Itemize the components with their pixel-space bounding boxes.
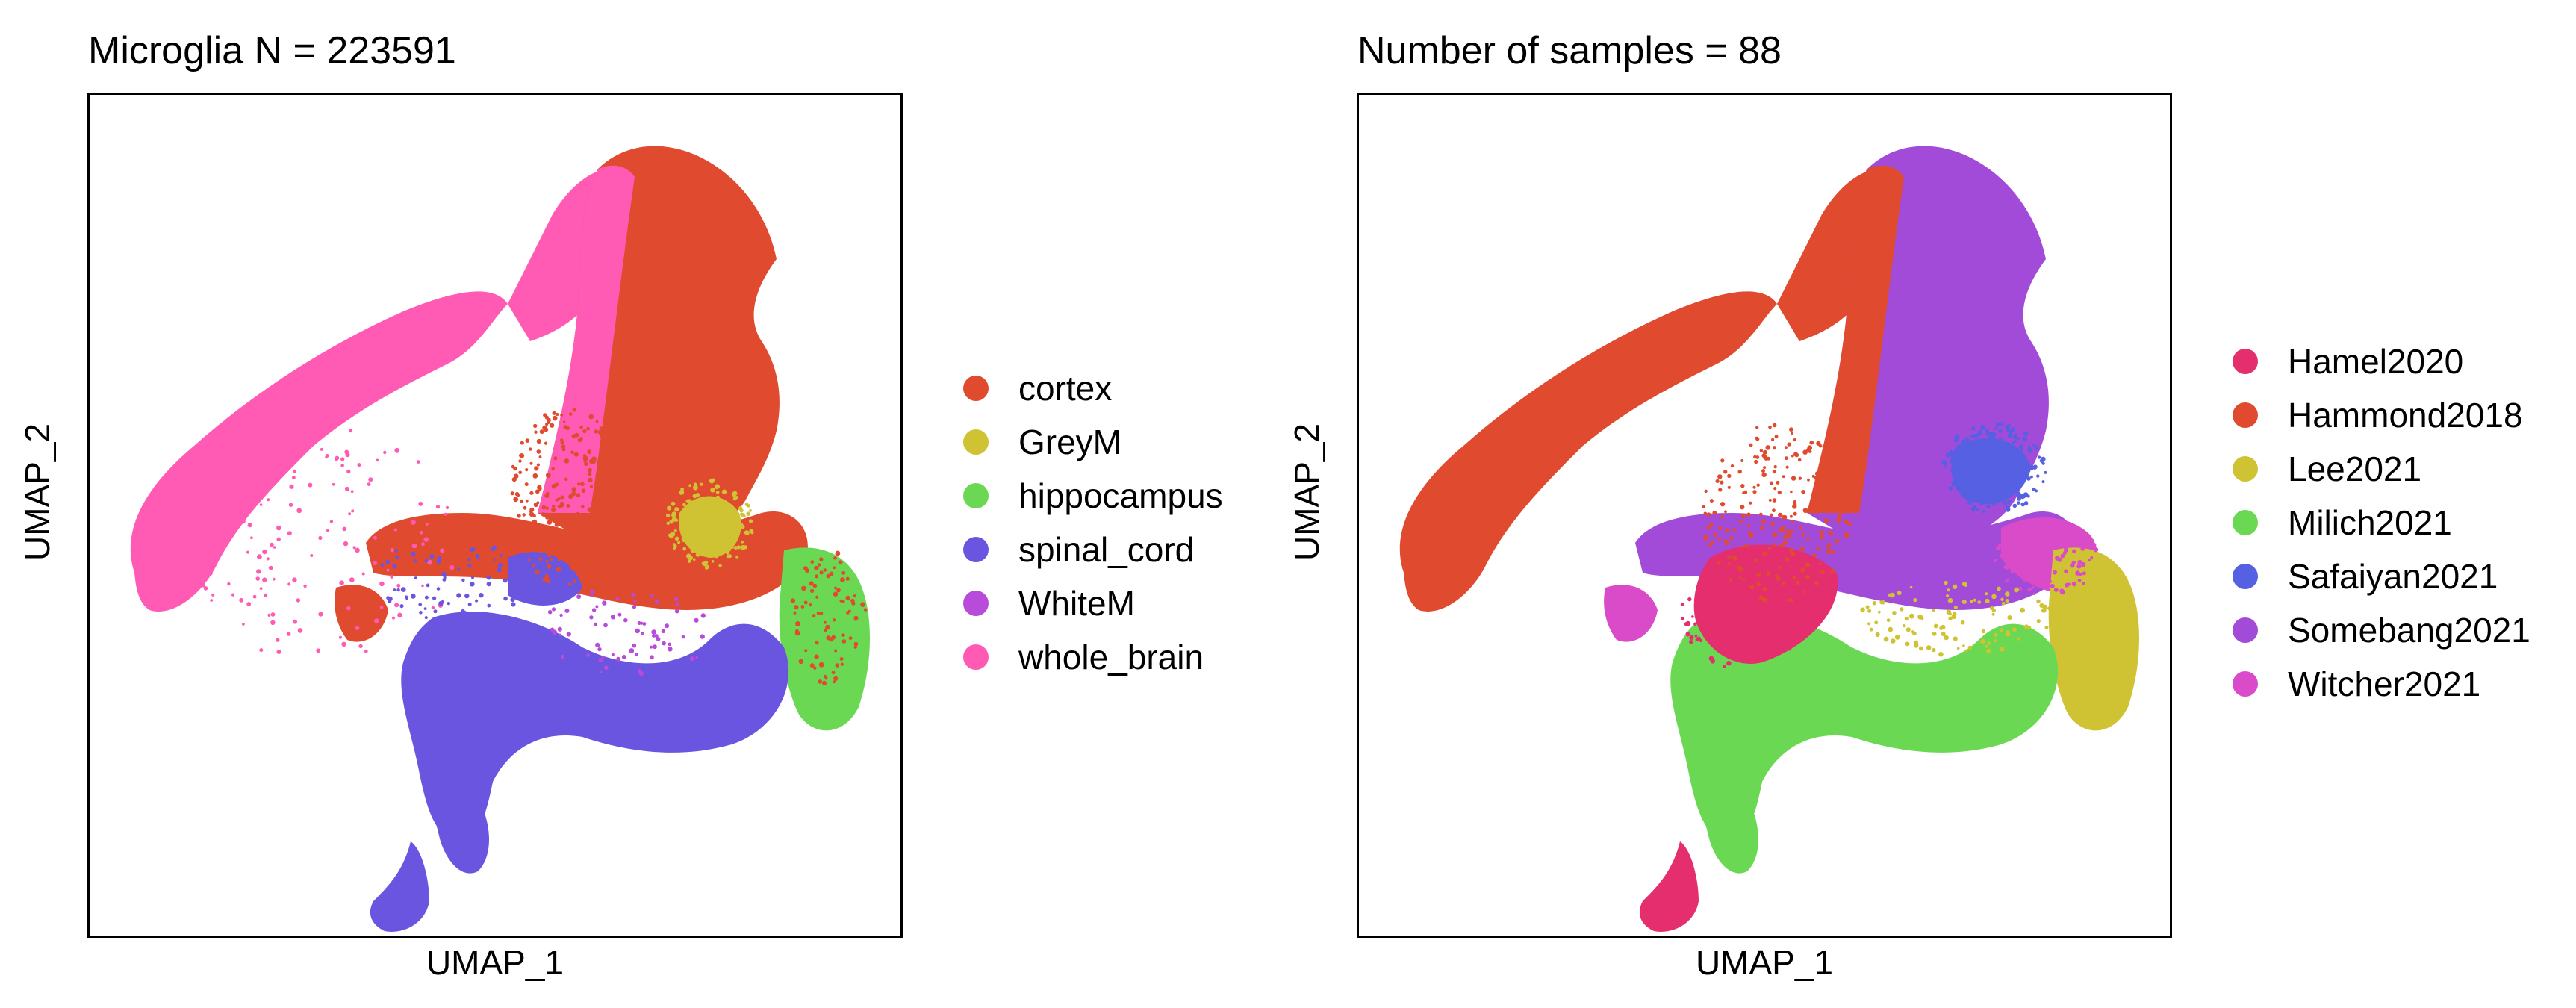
legend-item: WhiteM bbox=[963, 576, 1135, 630]
legend-key-icon bbox=[2233, 510, 2258, 535]
chart-title: Microglia N = 223591 bbox=[88, 29, 456, 72]
legend-key-icon bbox=[963, 644, 989, 670]
y-axis-label: UMAP_2 bbox=[18, 423, 57, 561]
legend-item: Witcher2021 bbox=[2233, 657, 2480, 711]
legend-key-icon bbox=[963, 591, 989, 616]
cluster-spinal-cord-tail bbox=[418, 737, 489, 874]
umap-scatter bbox=[130, 146, 870, 932]
legend-key-icon bbox=[2233, 617, 2258, 643]
legend-key-icon bbox=[2233, 671, 2258, 697]
cluster-gap bbox=[477, 399, 538, 474]
cluster-cortex-left bbox=[335, 585, 388, 642]
cluster-hamel-island bbox=[1639, 841, 1699, 932]
cluster-hammond-overlap bbox=[1807, 165, 1904, 513]
plot-area bbox=[87, 93, 903, 938]
legend-item: Milich2021 bbox=[2233, 496, 2452, 550]
cluster-spinal-cord-island bbox=[370, 841, 429, 932]
legend-label: spinal_cord bbox=[1018, 530, 1195, 569]
legend-key-icon bbox=[963, 483, 989, 508]
legend-label: Safaiyan2021 bbox=[2288, 557, 2498, 596]
whitem-points bbox=[547, 589, 706, 676]
legend-key-icon bbox=[2233, 456, 2258, 482]
cluster-safaiyan bbox=[1951, 438, 2031, 504]
cluster-hippocampus bbox=[779, 547, 870, 731]
chart-panel-samples: Number of samples = 88 UMAP_1 UMAP_2 Ham… bbox=[1287, 0, 2576, 1008]
legend-key-icon bbox=[2233, 564, 2258, 589]
legend-label: WhiteM bbox=[1018, 584, 1135, 623]
legend-label: Hamel2020 bbox=[2288, 342, 2464, 381]
whole-brain-points bbox=[169, 426, 455, 654]
legend-item: cortex bbox=[963, 361, 1112, 415]
legend-item: Hammond2018 bbox=[2233, 388, 2523, 442]
cluster-milich-tail bbox=[1687, 737, 1758, 874]
cluster-hammond-arm bbox=[1399, 291, 1777, 612]
witcher-points bbox=[1993, 520, 2099, 595]
legend-item: spinal_cord bbox=[963, 523, 1194, 576]
x-axis-label: UMAP_1 bbox=[426, 943, 564, 982]
legend-item: GreyM bbox=[963, 415, 1121, 469]
legend-label: Hammond2018 bbox=[2288, 396, 2523, 435]
y-axis-label: UMAP_2 bbox=[1287, 423, 1326, 561]
cluster-witcher-left bbox=[1604, 585, 1658, 642]
legend-item: Lee2021 bbox=[2233, 442, 2421, 496]
x-axis-label: UMAP_1 bbox=[1695, 943, 1834, 982]
legend-key-icon bbox=[2233, 402, 2258, 428]
legend-label: Lee2021 bbox=[2288, 449, 2422, 488]
cortex-points bbox=[510, 407, 629, 586]
legend-label: hippocampus bbox=[1018, 476, 1223, 515]
legend-key-icon bbox=[963, 376, 989, 401]
chart-title: Number of samples = 88 bbox=[1357, 29, 1782, 72]
cluster-milich bbox=[1670, 612, 2059, 841]
legend-item: Somebang2021 bbox=[2233, 603, 2530, 657]
cortex-right-points bbox=[790, 550, 868, 686]
legend-key-icon bbox=[963, 537, 989, 562]
legend-item: whole_brain bbox=[963, 630, 1204, 684]
legend-key-icon bbox=[2233, 349, 2258, 374]
greym-points bbox=[666, 478, 754, 570]
legend-item: hippocampus bbox=[963, 469, 1223, 523]
chart-panel-tissue: Microglia N = 223591 UMAP_1 UMAP_2 corte… bbox=[18, 29, 1223, 982]
legend-label: Milich2021 bbox=[2288, 503, 2452, 542]
cluster-whole-brain-arm bbox=[130, 291, 508, 612]
cluster-spinal-cord bbox=[401, 612, 789, 841]
lee-points bbox=[1860, 580, 2063, 657]
plot-area bbox=[1357, 93, 2172, 938]
legend-label: Somebang2021 bbox=[2288, 611, 2530, 650]
umap-scatter bbox=[1399, 146, 2139, 932]
legend-label: whole_brain bbox=[1018, 638, 1204, 676]
safaiyan-points bbox=[1941, 422, 2047, 514]
cluster-whole-brain-overlap bbox=[538, 165, 635, 513]
hammond-points bbox=[1702, 423, 1852, 603]
spinal-cord-points bbox=[380, 545, 547, 625]
legend-label: Witcher2021 bbox=[2288, 665, 2481, 703]
legend-label: GreyM bbox=[1018, 423, 1121, 461]
legend-item: Hamel2020 bbox=[2233, 335, 2463, 388]
hamel-points bbox=[1680, 565, 1810, 668]
legend-item: Safaiyan2021 bbox=[2233, 550, 2498, 603]
cluster-lee bbox=[2048, 547, 2139, 731]
legend-label: cortex bbox=[1018, 369, 1113, 408]
legend-key-icon bbox=[963, 429, 989, 455]
